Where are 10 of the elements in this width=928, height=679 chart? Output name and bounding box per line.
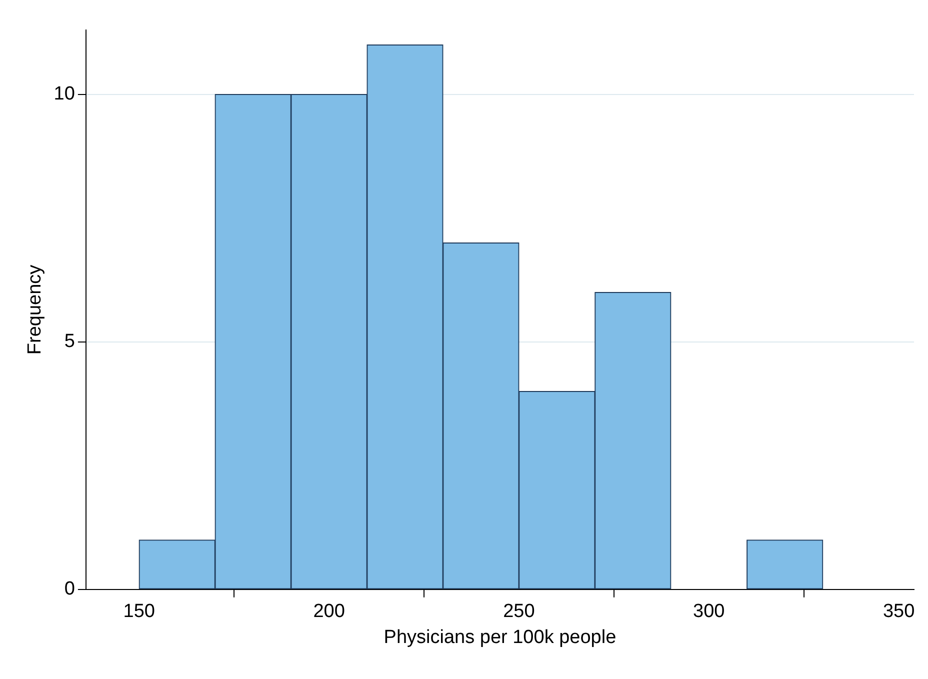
x-tick-label: 300: [693, 601, 725, 622]
x-axis-title: Physicians per 100k people: [384, 626, 616, 648]
y-tick-label: 10: [54, 84, 75, 105]
x-tick-label: 250: [503, 601, 535, 622]
x-tick-label: 150: [123, 601, 155, 622]
y-tick-label: 0: [64, 578, 75, 600]
y-tick-label: 5: [64, 331, 75, 352]
x-tick-label: 350: [882, 601, 915, 622]
x-tick-label: 200: [313, 601, 345, 622]
y-axis-title: Frequency: [24, 264, 46, 355]
